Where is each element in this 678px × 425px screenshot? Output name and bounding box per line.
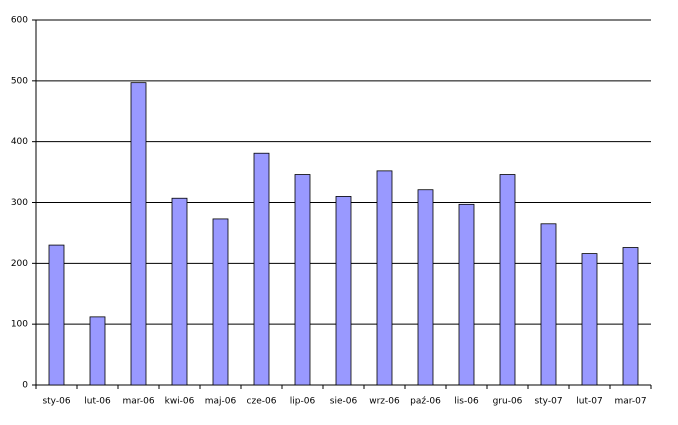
x-tick-label: gru-06 — [493, 397, 523, 407]
x-tick-label: paź-06 — [410, 397, 441, 407]
y-tick-label: 600 — [11, 16, 28, 26]
y-tick-label: 400 — [11, 137, 28, 147]
bar — [89, 316, 106, 386]
bar — [622, 247, 639, 386]
x-tick-label: kwi-06 — [165, 397, 195, 407]
bar — [376, 170, 393, 386]
x-tick-label: lis-06 — [454, 397, 479, 407]
x-tick-label: lut-06 — [84, 397, 111, 407]
bar — [171, 197, 188, 386]
y-tick-label: 100 — [11, 320, 28, 330]
bar — [581, 253, 598, 386]
x-tick-label: mar-07 — [614, 397, 646, 407]
x-tick-label: sty-07 — [534, 397, 562, 407]
bar — [417, 189, 434, 386]
x-tick-label: lip-06 — [290, 397, 316, 407]
bar — [294, 174, 311, 386]
x-tick-label: wrz-06 — [369, 397, 400, 407]
bar — [499, 174, 516, 386]
y-tick-label: 500 — [11, 76, 28, 86]
y-tick-label: 300 — [11, 198, 28, 208]
y-tick-label: 200 — [11, 259, 28, 269]
x-tick-label: sie-06 — [330, 397, 358, 407]
bar — [212, 218, 229, 386]
bar — [48, 244, 65, 386]
y-tick-label: 0 — [22, 381, 28, 391]
bar — [335, 196, 352, 386]
x-tick-label: cze-06 — [247, 397, 277, 407]
bar — [253, 152, 270, 386]
x-tick-label: maj-06 — [205, 397, 237, 407]
bar — [540, 223, 557, 386]
x-tick-label: mar-06 — [122, 397, 154, 407]
bar — [130, 82, 147, 386]
x-tick-label: sty-06 — [42, 397, 70, 407]
x-tick-label: lut-07 — [576, 397, 602, 407]
bar — [458, 203, 475, 386]
